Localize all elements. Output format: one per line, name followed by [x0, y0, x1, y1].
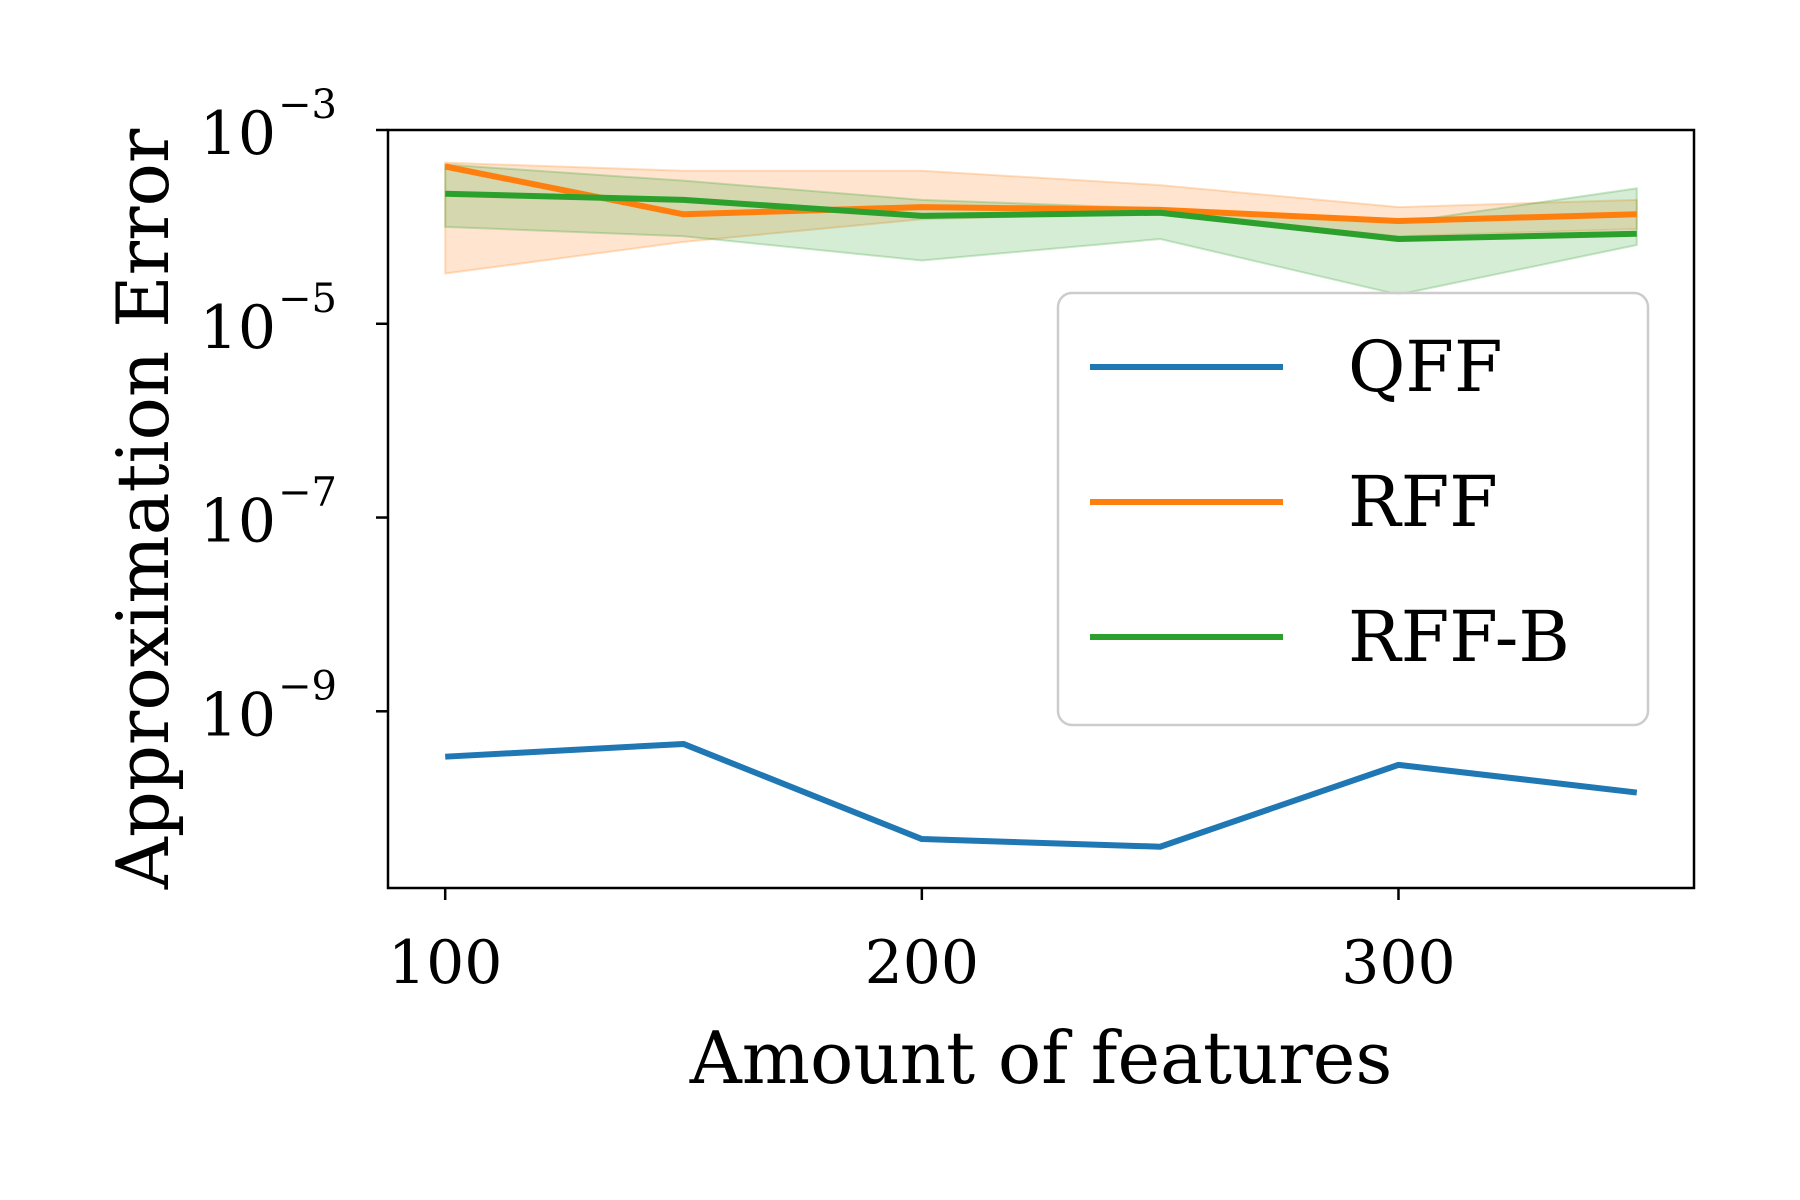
y-tick-label: 10 [200, 680, 276, 750]
x-tick-label: 300 [1341, 928, 1456, 998]
legend-box [1056, 291, 1650, 727]
series-lines [444, 163, 1638, 850]
plot-frame [386, 128, 1696, 890]
y-tick-label: 10 [200, 99, 276, 169]
rff-line [444, 163, 1637, 225]
y-tick-exponent: −9 [278, 663, 337, 709]
rff-b-line [445, 190, 1637, 242]
y-axis-ticks: 10−310−510−710−9 [200, 82, 388, 750]
y-tick-exponent: −7 [278, 470, 337, 516]
legend-rff-label: RFF [1348, 461, 1498, 543]
legend: QFF RFF RFF-B [1056, 291, 1650, 727]
legend-qff-label: QFF [1348, 326, 1503, 408]
legend-rff-b-label: RFF-B [1348, 596, 1570, 678]
x-tick-label: 200 [865, 928, 980, 998]
qff-line [445, 740, 1638, 850]
x-axis-ticks: 100 200 300 [388, 888, 1456, 998]
confidence-bands [444, 161, 1638, 296]
y-tick-exponent: −5 [278, 276, 337, 322]
x-axis-label: Amount of features [689, 1016, 1393, 1100]
x-tick-label: 100 [388, 928, 503, 998]
y-tick-exponent: −3 [278, 82, 337, 128]
rff-b-band [444, 163, 1638, 296]
rff-band [444, 161, 1638, 275]
y-tick-label: 10 [200, 293, 276, 363]
y-axis-label: Approximation Error [101, 128, 185, 890]
y-tick-label: 10 [200, 487, 276, 557]
